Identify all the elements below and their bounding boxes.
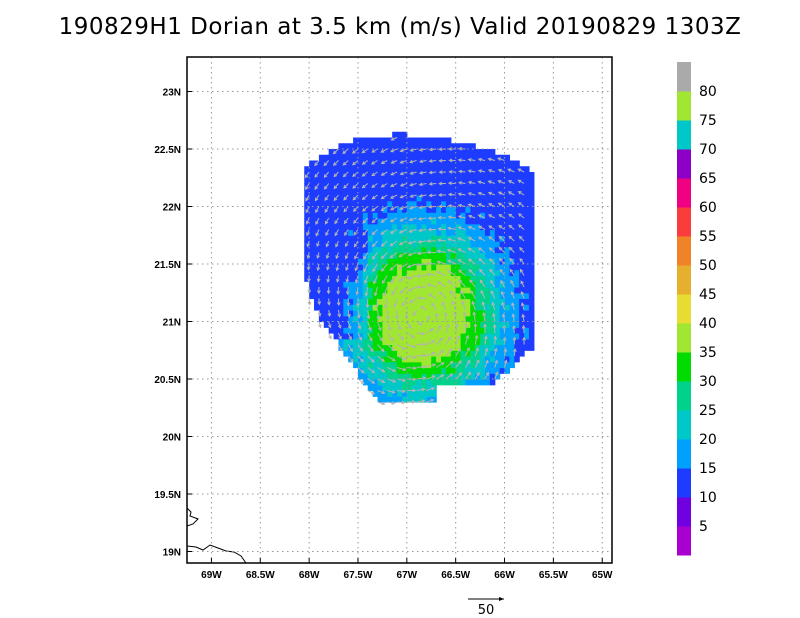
colorbar-swatch bbox=[677, 207, 691, 237]
grid-lines bbox=[187, 57, 612, 563]
colorbar-tick-label: 75 bbox=[699, 113, 717, 129]
y-tick-label: 21.5N bbox=[154, 260, 181, 271]
y-tick-label: 21N bbox=[163, 318, 181, 329]
reference-vector: 50 bbox=[468, 597, 504, 618]
x-tick-label: 68W bbox=[299, 570, 320, 581]
colorbar-tick-label: 55 bbox=[699, 229, 717, 245]
coastline bbox=[187, 507, 247, 563]
colorbar-swatch bbox=[677, 149, 691, 179]
colorbar-tick-label: 10 bbox=[699, 490, 717, 506]
y-tick-label: 22.5N bbox=[154, 145, 181, 156]
y-tick-label: 22N bbox=[163, 203, 181, 214]
colorbar-swatch bbox=[677, 497, 691, 527]
colorbar-swatch bbox=[677, 91, 691, 121]
colorbar-swatch bbox=[677, 62, 691, 92]
x-tick-label: 68.5W bbox=[246, 570, 275, 581]
chart-title: 190829H1 Dorian at 3.5 km (m/s) Valid 20… bbox=[58, 14, 742, 40]
colorbar-swatch bbox=[677, 352, 691, 382]
x-tick-label: 66.5W bbox=[441, 570, 470, 581]
wind-vectors bbox=[304, 137, 526, 406]
colorbar-swatch bbox=[677, 468, 691, 498]
colorbar-tick-label: 30 bbox=[699, 374, 717, 390]
colorbar-swatch bbox=[677, 265, 691, 295]
colorbar-tick-label: 65 bbox=[699, 171, 717, 187]
colorbar-swatch bbox=[677, 236, 691, 266]
colorbar-swatch bbox=[677, 178, 691, 208]
y-axis-ticks: 19N 19.5N 20N 20.5N 21N 21.5N 22N 22.5N 23N bbox=[154, 88, 192, 559]
colorbar-swatch bbox=[677, 120, 691, 150]
y-tick-label: 19.5N bbox=[154, 490, 181, 501]
colorbar-tick-label: 80 bbox=[699, 84, 717, 100]
x-tick-label: 67.5W bbox=[344, 570, 373, 581]
colorbar-tick-label: 5 bbox=[699, 519, 708, 535]
x-tick-label: 67W bbox=[397, 570, 418, 581]
colorbar-tick-label: 20 bbox=[699, 432, 717, 448]
colorbar-swatch bbox=[677, 381, 691, 411]
x-axis-ticks: 69W 68.5W 68W 67.5W 67W 66.5W 66W 65.5W 65W bbox=[201, 558, 613, 581]
wind-speed-field bbox=[304, 131, 535, 403]
x-tick-label: 65W bbox=[592, 570, 613, 581]
x-tick-label: 65.5W bbox=[539, 570, 568, 581]
colorbar-swatch bbox=[677, 526, 691, 556]
y-tick-label: 19N bbox=[163, 548, 181, 559]
colorbar-tick-label: 60 bbox=[699, 200, 717, 216]
colorbar-swatch bbox=[677, 294, 691, 324]
colorbar-tick-label: 45 bbox=[699, 287, 717, 303]
y-tick-label: 20N bbox=[163, 433, 181, 444]
colorbar-swatch bbox=[677, 323, 691, 353]
colorbar-tick-label: 35 bbox=[699, 345, 717, 361]
colorbar-swatch bbox=[677, 439, 691, 469]
colorbar-tick-label: 50 bbox=[699, 258, 717, 274]
colorbar-tick-label: 70 bbox=[699, 142, 717, 158]
colorbar: 5 10 15 20 25 30 35 40 45 50 55 60 65 70 75 80 bbox=[677, 62, 717, 556]
y-tick-label: 20.5N bbox=[154, 375, 181, 386]
x-tick-label: 66W bbox=[494, 570, 515, 581]
y-tick-label: 23N bbox=[163, 88, 181, 99]
x-tick-label: 69W bbox=[201, 570, 222, 581]
colorbar-tick-label: 40 bbox=[699, 316, 717, 332]
colorbar-swatch bbox=[677, 410, 691, 440]
plot-frame bbox=[186, 56, 613, 564]
reference-vector-label: 50 bbox=[478, 603, 495, 618]
colorbar-tick-label: 25 bbox=[699, 403, 717, 419]
colorbar-tick-label: 15 bbox=[699, 461, 717, 477]
